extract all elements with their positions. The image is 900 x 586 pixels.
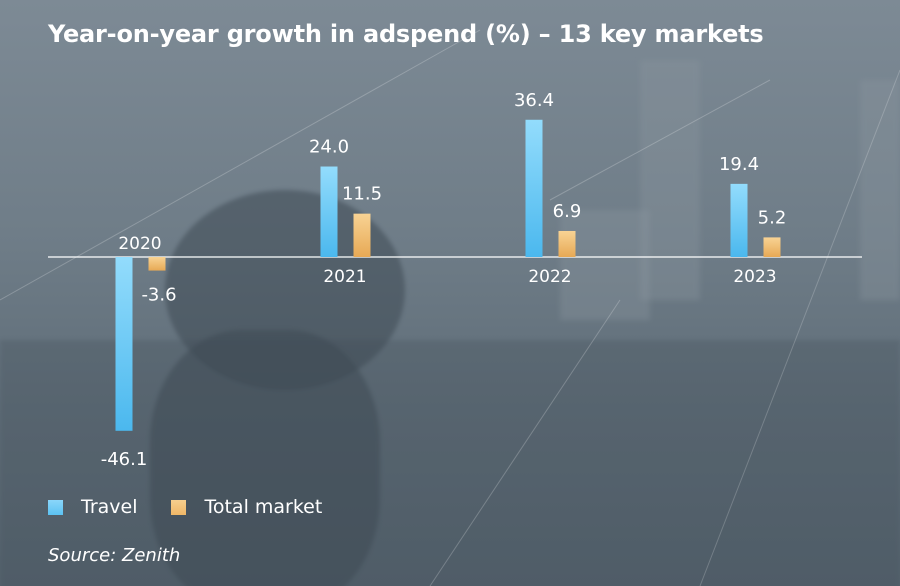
category-label-2023: 2023 <box>733 267 776 287</box>
chart-title: Year-on-year growth in adspend (%) – 13 … <box>48 20 764 48</box>
data-label-travel-2023: 19.4 <box>719 154 759 175</box>
category-label-2020: 2020 <box>118 234 161 254</box>
legend-swatch-travel <box>48 499 63 515</box>
data-label-travel-2020: -46.1 <box>101 449 148 470</box>
bar-travel-2020 <box>115 257 133 431</box>
legend-label-total-market: Total market <box>204 496 323 518</box>
bar-total-market-2020 <box>148 257 166 271</box>
decorative-line <box>429 299 621 586</box>
bar-travel-2023 <box>730 183 748 257</box>
bar-travel-2021 <box>320 166 338 257</box>
decorative-line <box>549 79 771 201</box>
data-label-travel-2022: 36.4 <box>514 90 554 111</box>
legend-item-travel: Travel <box>48 496 137 518</box>
legend: Travel Total market <box>48 496 356 518</box>
bar-travel-2022 <box>525 119 543 257</box>
category-label-2021: 2021 <box>323 267 366 287</box>
data-label-total-market-2022: 6.9 <box>553 201 582 222</box>
decorative-line <box>699 69 900 586</box>
legend-swatch-total-market <box>171 499 187 515</box>
legend-label-travel: Travel <box>81 496 138 518</box>
bar-total-market-2023 <box>763 237 781 257</box>
source-note: Source: Zenith <box>48 545 181 566</box>
data-label-travel-2021: 24.0 <box>309 137 349 158</box>
decorative-line <box>0 29 481 301</box>
data-label-total-market-2023: 5.2 <box>758 207 787 228</box>
category-label-2022: 2022 <box>528 267 571 287</box>
data-label-total-market-2020: -3.6 <box>141 285 176 306</box>
bar-total-market-2022 <box>558 230 576 257</box>
legend-item-total-market: Total market <box>171 496 322 518</box>
data-label-total-market-2021: 11.5 <box>342 184 382 205</box>
bar-total-market-2021 <box>353 213 371 257</box>
